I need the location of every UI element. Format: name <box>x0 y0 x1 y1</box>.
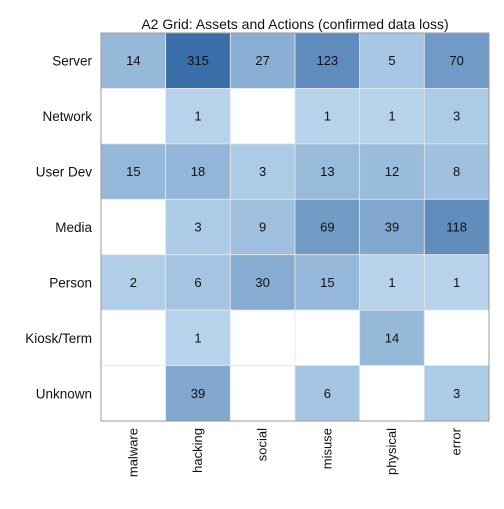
cell-value-person-error: 1 <box>453 275 460 290</box>
cell-value-person-misuse: 15 <box>320 275 334 290</box>
column-label-hacking: hacking <box>190 428 205 473</box>
column-label-social: social <box>255 428 270 461</box>
heatmap-cell-network-misuse <box>294 88 361 145</box>
cell-value-network-error: 3 <box>453 109 460 124</box>
cell-value-unknown-misuse: 6 <box>324 386 331 401</box>
heatmap-cell-media-hacking <box>165 198 231 256</box>
cell-value-person-malware: 2 <box>130 275 137 290</box>
heatmap-cell-person-error <box>423 254 490 311</box>
cell-value-server-social: 27 <box>255 53 269 68</box>
heatmap-cell-network-social <box>229 88 296 145</box>
row-label-server: Server <box>52 54 92 69</box>
cell-value-person-hacking: 6 <box>194 275 201 290</box>
cell-value-media-physical: 39 <box>385 220 399 235</box>
heatmap-cell-user-dev-error <box>423 143 490 200</box>
row-label-network: Network <box>42 109 92 124</box>
cell-value-kiosk-term-hacking: 1 <box>194 330 201 345</box>
heatmap-cell-kiosk-term-error <box>423 309 490 366</box>
heatmap-cell-server-error <box>423 32 490 89</box>
cell-value-network-hacking: 1 <box>194 109 201 124</box>
row-label-unknown: Unknown <box>36 386 92 401</box>
column-label-malware: malware <box>125 428 140 477</box>
heatmap-cell-media-error <box>423 198 490 256</box>
cell-value-server-hacking: 315 <box>187 53 209 68</box>
cell-value-unknown-error: 3 <box>453 386 460 401</box>
row-label-kiosk-term: Kiosk/Term <box>25 331 92 346</box>
cell-value-user-dev-misuse: 13 <box>320 164 334 179</box>
cell-value-user-dev-hacking: 18 <box>191 164 205 179</box>
heatmap-cells <box>100 32 490 422</box>
heatmap-cell-media-malware <box>100 198 167 256</box>
heatmap-cell-kiosk-term-malware <box>100 309 167 366</box>
heatmap-cell-server-malware <box>100 32 167 89</box>
column-label-error: error <box>449 427 464 455</box>
heatmap-cell-kiosk-term-hacking <box>165 309 231 366</box>
heatmap-cell-media-social <box>229 198 296 256</box>
cell-value-network-misuse: 1 <box>324 109 331 124</box>
row-label-person: Person <box>49 275 92 290</box>
cell-value-user-dev-error: 8 <box>453 164 460 179</box>
column-label-physical: physical <box>384 428 399 475</box>
heatmap-cell-media-misuse <box>294 198 361 256</box>
cell-value-network-physical: 1 <box>388 109 395 124</box>
row-label-user-dev: User Dev <box>36 165 93 180</box>
heatmap-cell-person-malware <box>100 254 167 311</box>
cell-value-user-dev-social: 3 <box>259 164 266 179</box>
heatmap-cell-server-misuse <box>294 32 361 89</box>
chart-title: A2 Grid: Assets and Actions (confirmed d… <box>141 16 448 32</box>
cell-value-media-error: 118 <box>446 220 467 235</box>
heatmap-cell-server-physical <box>359 32 425 89</box>
cell-value-user-dev-physical: 12 <box>385 164 399 179</box>
row-label-media: Media <box>55 220 92 235</box>
heatmap-cell-server-hacking <box>165 32 231 89</box>
heatmap-cell-unknown-misuse <box>294 365 361 422</box>
cell-value-media-social: 9 <box>259 220 266 235</box>
cell-value-server-physical: 5 <box>388 53 395 68</box>
heatmap-cell-unknown-malware <box>100 365 167 422</box>
cell-value-server-misuse: 123 <box>316 53 338 68</box>
heatmap-cell-kiosk-term-social <box>229 309 296 366</box>
heatmap-cell-user-dev-misuse <box>294 143 361 200</box>
heatmap-cell-user-dev-social <box>229 143 296 200</box>
heatmap-cell-kiosk-term-physical <box>359 309 425 366</box>
cell-value-kiosk-term-physical: 14 <box>385 330 399 345</box>
cell-value-server-error: 70 <box>449 53 463 68</box>
heatmap-cell-network-error <box>423 88 490 145</box>
cell-value-unknown-hacking: 39 <box>191 386 205 401</box>
cell-value-person-social: 30 <box>255 275 269 290</box>
cell-value-user-dev-malware: 15 <box>126 164 140 179</box>
column-label-misuse: misuse <box>319 428 334 469</box>
heatmap-cell-media-physical <box>359 198 425 256</box>
heatmap-cell-network-malware <box>100 88 167 145</box>
cell-value-media-misuse: 69 <box>320 220 334 235</box>
heatmap-cell-user-dev-hacking <box>165 143 231 200</box>
heatmap-cell-unknown-social <box>229 365 296 422</box>
heatmap-cell-person-hacking <box>165 254 231 311</box>
cell-value-person-physical: 1 <box>388 275 395 290</box>
cell-value-server-malware: 14 <box>126 53 140 68</box>
heatmap-cell-unknown-physical <box>359 365 425 422</box>
heatmap-cell-person-misuse <box>294 254 361 311</box>
heatmap-cell-kiosk-term-misuse <box>294 309 361 366</box>
cell-value-media-hacking: 3 <box>194 220 201 235</box>
plot-border <box>100 32 490 422</box>
